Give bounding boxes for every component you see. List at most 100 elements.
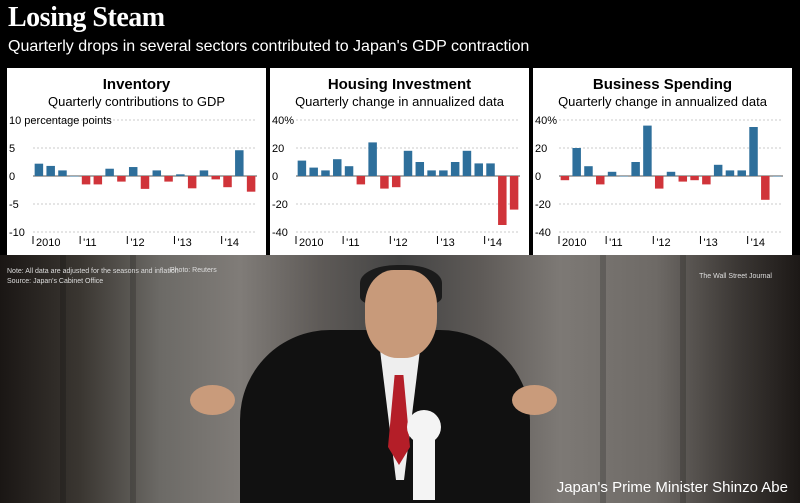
bar — [246, 176, 256, 192]
y-tick-label: 10 percentage points — [9, 115, 112, 127]
speaker-head — [365, 270, 437, 358]
x-tick-label: '14 — [488, 237, 502, 249]
chart-svg: 40% 20 0 -20 -40 2010 '11 '12 '13 '14 — [272, 115, 520, 249]
curtain-fold — [130, 255, 136, 503]
bar — [58, 170, 67, 176]
footnote: Note: All data are adjusted for the seas… — [7, 267, 179, 287]
bar — [140, 176, 150, 189]
chart-title: Housing Investment — [327, 76, 472, 93]
bar — [761, 176, 770, 200]
bar — [596, 176, 605, 185]
chart-svg: 40% 20 0 -20 -40 2010 '11 '12 '13 '14 — [535, 115, 783, 249]
bar — [690, 176, 699, 181]
speaker-tie — [388, 375, 410, 465]
chart-panel-housing: Housing Investment Quarterly change in a… — [270, 68, 529, 255]
bar — [187, 176, 197, 189]
x-tick-label: '13 — [440, 237, 454, 249]
bar — [164, 176, 173, 182]
y-tick-label: 20 — [272, 143, 284, 155]
y-tick-label: 0 — [535, 171, 541, 183]
bar — [152, 170, 162, 176]
y-tick-label: -10 — [9, 227, 25, 239]
bar — [415, 162, 425, 176]
bar — [474, 163, 483, 176]
bar — [439, 170, 448, 176]
chart-subtitle: Quarterly change in annualized data — [295, 94, 504, 109]
rosette-icon — [407, 410, 441, 444]
x-tick-label: '12 — [656, 237, 670, 249]
x-tick-label: '13 — [177, 237, 191, 249]
x-tick-label: '12 — [130, 237, 144, 249]
bar — [309, 167, 318, 176]
bar — [333, 159, 342, 176]
publisher-credit: The Wall Street Journal — [699, 273, 772, 280]
bar — [297, 160, 307, 176]
x-tick-label: '13 — [703, 237, 717, 249]
chart-panel-business: Business Spending Quarterly change in an… — [533, 68, 792, 255]
right-hand — [512, 385, 557, 415]
bar — [391, 176, 401, 188]
note-text: Note: All data are adjusted for the seas… — [7, 268, 179, 275]
bar — [678, 176, 688, 182]
bar — [607, 171, 617, 176]
bar — [619, 176, 629, 177]
bar — [702, 176, 711, 185]
bar — [46, 165, 55, 176]
photo-caption: Japan's Prime Minister Shinzo Abe — [556, 479, 788, 496]
chart-svg: 10 percentage points 5 0 -5 -10 2010 '11 '12 '13… — [9, 115, 257, 249]
bar — [666, 171, 676, 176]
curtain-fold — [60, 255, 66, 503]
bar — [344, 166, 354, 176]
bar — [560, 176, 570, 181]
bar — [713, 164, 723, 176]
bar — [509, 176, 519, 210]
bar — [211, 176, 220, 180]
bar — [93, 176, 103, 185]
bar — [631, 162, 640, 176]
bar — [235, 150, 244, 176]
bar — [498, 176, 507, 225]
chart-subtitle: Quarterly contributions to GDP — [47, 94, 226, 109]
x-tick-label: 2010 — [299, 237, 323, 249]
bar — [403, 150, 413, 176]
bar — [81, 176, 91, 185]
y-tick-label: 40% — [272, 115, 294, 127]
bar — [654, 176, 664, 189]
bar — [427, 170, 436, 176]
y-tick-label: -20 — [272, 199, 288, 211]
x-tick-label: '14 — [225, 237, 239, 249]
bar — [105, 168, 114, 176]
bar — [70, 176, 79, 177]
bar — [356, 176, 366, 185]
bar — [128, 167, 138, 176]
curtain-fold — [600, 255, 606, 503]
bar — [34, 163, 44, 176]
bar — [486, 163, 495, 176]
bar — [223, 176, 232, 188]
x-tick-label: 2010 — [562, 237, 586, 249]
bar — [749, 127, 758, 176]
y-tick-label: -40 — [535, 227, 551, 239]
bar — [737, 170, 746, 176]
chart-title: Inventory — [102, 76, 171, 93]
x-tick-label: 2010 — [36, 237, 60, 249]
bar — [321, 170, 330, 176]
bar — [462, 150, 472, 176]
chart-subtitle: Quarterly change in annualized data — [558, 94, 767, 109]
y-tick-label: 20 — [535, 143, 547, 155]
page-title: Losing Steam — [8, 2, 165, 33]
chart-panel-inventory: Inventory Quarterly contributions to GDP… — [7, 68, 266, 255]
x-tick-label: '11 — [346, 237, 360, 249]
x-tick-label: '11 — [83, 237, 97, 249]
curtain-fold — [680, 255, 686, 503]
y-tick-label: -20 — [535, 199, 551, 211]
y-tick-label: -5 — [9, 199, 19, 211]
x-tick-label: '11 — [609, 237, 623, 249]
bar — [572, 148, 581, 176]
bar — [176, 174, 185, 176]
y-tick-label: 5 — [9, 143, 15, 155]
x-tick-label: '14 — [751, 237, 765, 249]
bar — [584, 166, 593, 176]
bar — [380, 176, 389, 189]
y-tick-label: 40% — [535, 115, 557, 127]
